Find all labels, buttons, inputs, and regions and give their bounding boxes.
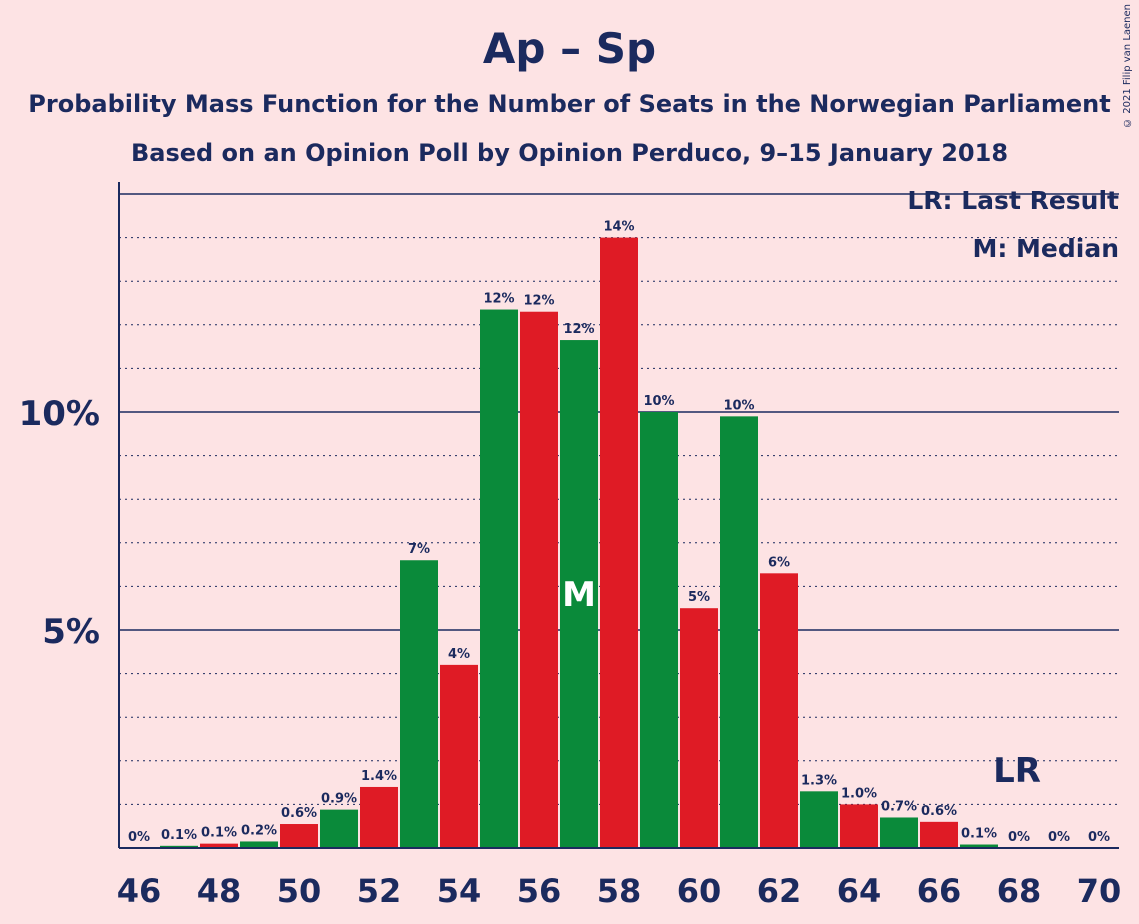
- legend-last-result: LR: Last Result: [907, 186, 1119, 215]
- median-marker: M: [562, 575, 596, 615]
- bar-label-53: 7%: [408, 542, 430, 557]
- bar-55: [480, 309, 518, 848]
- x-tick-label-46: 46: [117, 872, 162, 910]
- bar-61: [720, 416, 758, 848]
- legend-median: M: Median: [972, 234, 1119, 263]
- x-tick-label-56: 56: [517, 872, 562, 910]
- x-tick-label-54: 54: [437, 872, 482, 910]
- bar-label-56: 12%: [523, 294, 554, 309]
- bar-60: [680, 608, 718, 848]
- bar-label-62: 6%: [768, 555, 790, 570]
- bar-label-47: 0.1%: [161, 828, 197, 843]
- bar-66: [920, 821, 958, 848]
- x-tick-label-64: 64: [837, 872, 882, 910]
- chart-title: Ap – Sp: [482, 24, 657, 73]
- bar-label-63: 1.3%: [801, 773, 837, 788]
- x-tick-label-50: 50: [277, 872, 322, 910]
- bar-65: [880, 817, 918, 848]
- x-tick-label-60: 60: [677, 872, 722, 910]
- bar-59: [640, 412, 678, 848]
- bar-57: [560, 340, 598, 848]
- bar-58: [600, 237, 638, 849]
- bar-label-57: 12%: [563, 322, 594, 337]
- x-tick-label-52: 52: [357, 872, 402, 910]
- bar-52: [360, 786, 398, 848]
- bar-63: [800, 791, 838, 848]
- bar-label-54: 4%: [448, 647, 470, 662]
- y-tick-label-5: 5%: [42, 612, 100, 652]
- bar-label-68: 0%: [1008, 830, 1030, 845]
- bar-label-64: 1.0%: [841, 786, 877, 801]
- bar-label-49: 0.2%: [241, 823, 277, 838]
- bar-label-58: 14%: [603, 220, 634, 235]
- bar-label-55: 12%: [483, 292, 514, 307]
- bar-48: [200, 843, 238, 848]
- y-tick-label-10: 10%: [19, 394, 100, 434]
- bar-54: [440, 664, 478, 848]
- bar-label-50: 0.6%: [281, 806, 317, 821]
- bar-label-70: 0%: [1088, 830, 1110, 845]
- bar-label-51: 0.9%: [321, 792, 357, 807]
- bar-64: [840, 804, 878, 848]
- last-result-marker: LR: [993, 751, 1041, 791]
- bar-label-48: 0.1%: [201, 826, 237, 841]
- bar-label-69: 0%: [1048, 830, 1070, 845]
- x-tick-label-62: 62: [757, 872, 802, 910]
- x-tick-label-70: 70: [1077, 872, 1122, 910]
- bar-47: [160, 845, 198, 848]
- chart-subtitle-1: Probability Mass Function for the Number…: [28, 90, 1111, 118]
- bar-label-66: 0.6%: [921, 804, 957, 819]
- bar-label-46: 0%: [128, 830, 150, 845]
- bar-label-52: 1.4%: [361, 769, 397, 784]
- chart-subtitle-2: Based on an Opinion Poll by Opinion Perd…: [130, 139, 1009, 167]
- bar-62: [760, 573, 798, 848]
- bar-label-59: 10%: [643, 394, 674, 409]
- bar-67: [960, 844, 998, 848]
- bar-56: [520, 311, 558, 849]
- x-tick-label-58: 58: [597, 872, 642, 910]
- bar-label-61: 10%: [723, 398, 754, 413]
- bar-49: [240, 841, 278, 848]
- bar-51: [320, 809, 358, 848]
- bar-50: [280, 824, 318, 848]
- bar-label-65: 0.7%: [881, 799, 917, 814]
- bar-label-60: 5%: [688, 590, 710, 605]
- bar-label-67: 0.1%: [961, 827, 997, 842]
- x-tick-label-66: 66: [917, 872, 962, 910]
- x-tick-label-48: 48: [197, 872, 242, 910]
- bar-53: [400, 560, 438, 848]
- x-tick-label-68: 68: [997, 872, 1042, 910]
